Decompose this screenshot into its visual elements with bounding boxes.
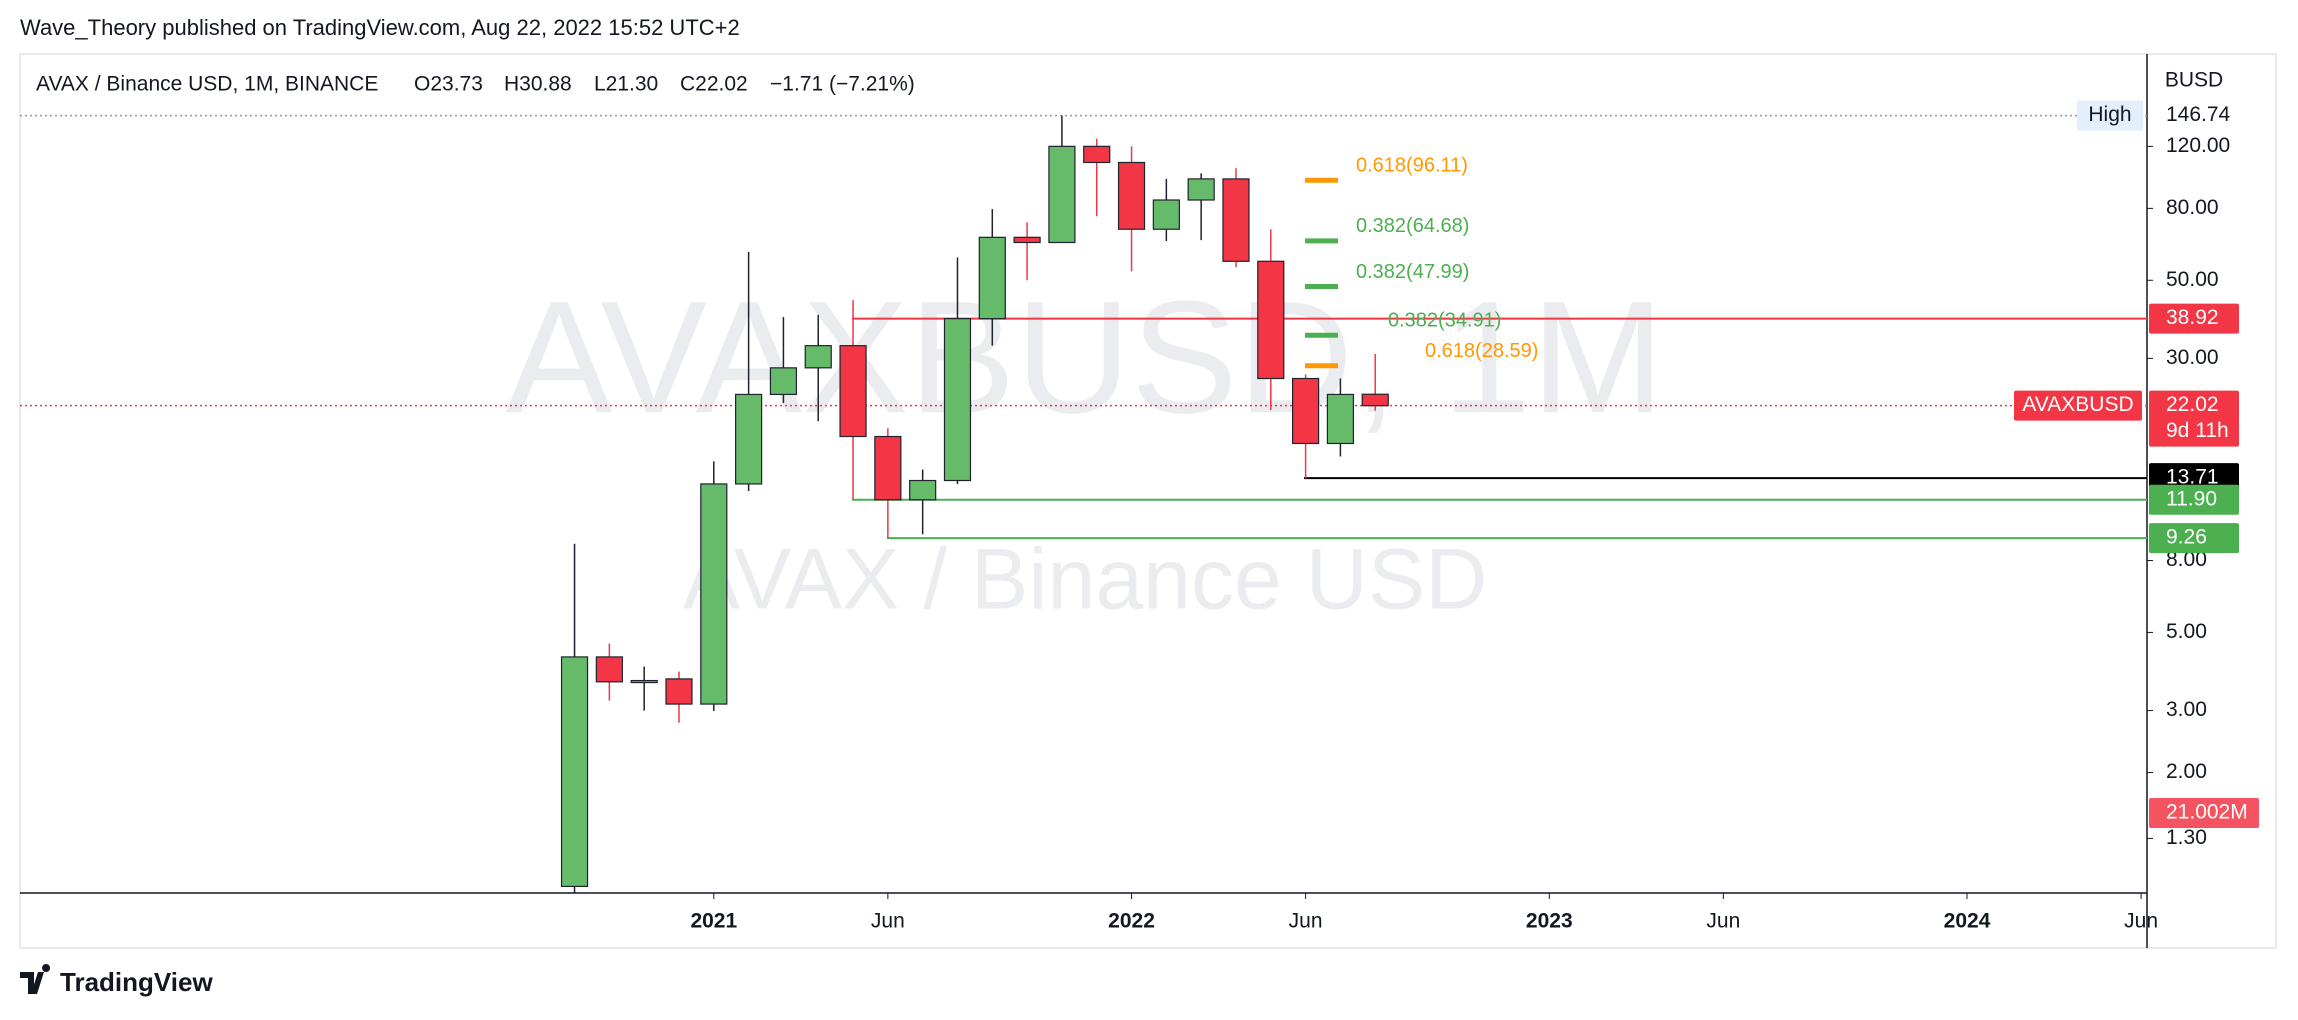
candle-body xyxy=(804,345,832,369)
candle-body xyxy=(769,367,798,396)
fib-label: 0.382(47.99) xyxy=(1356,261,1469,283)
fib-label: 0.618(96.11) xyxy=(1356,155,1468,177)
price-tag xyxy=(2149,484,2239,515)
legend-change: −1.71 (−7.21%) xyxy=(770,73,915,96)
price-tag-label: 13.71 xyxy=(2166,466,2219,489)
y-tick-label: 1.30 xyxy=(2166,826,2207,849)
high-tag-box xyxy=(2077,100,2143,131)
x-tick-label: 2021 xyxy=(690,910,737,933)
x-tick-label: Jun xyxy=(871,910,905,933)
candle-body xyxy=(595,656,623,683)
candle-body xyxy=(1257,260,1285,380)
fib-label: 0.618(28.59) xyxy=(1425,340,1538,362)
price-tag xyxy=(2149,523,2239,554)
volume-tag-label: 21.002M xyxy=(2166,801,2248,824)
countdown: 9d 11h xyxy=(2166,419,2229,442)
price-tag-label: 9.26 xyxy=(2166,526,2207,549)
watermark-symbol: AVAXBUSD, 1M xyxy=(506,267,1665,446)
legend-close: C22.02 xyxy=(680,73,748,96)
x-tick-label: Jun xyxy=(1289,910,1323,933)
y-tick-label: 30.00 xyxy=(2166,346,2219,369)
price-tag-label: 22.02 xyxy=(2166,393,2219,416)
candle-body xyxy=(874,435,902,501)
candle-body xyxy=(560,656,589,888)
candle-body xyxy=(909,479,937,501)
candle-body xyxy=(1152,199,1180,230)
candle-body xyxy=(943,318,972,482)
high-tag: High xyxy=(2088,103,2131,126)
currency-label: BUSD xyxy=(2165,69,2223,92)
x-tick-label: Jun xyxy=(2124,910,2158,933)
candle-body xyxy=(630,679,658,684)
price-tag-label: 38.92 xyxy=(2166,306,2219,329)
y-tick-label: 50.00 xyxy=(2166,268,2219,291)
y-tick-label: 120.00 xyxy=(2166,134,2230,157)
plot-area: 0.618(96.11) 0.382(64.68) 0.382(47.99) 0.38… xyxy=(20,114,2147,893)
price-tag-label: 11.90 xyxy=(2166,487,2217,510)
footer-brand: TradingView xyxy=(60,967,213,997)
candle-body xyxy=(1222,178,1250,262)
candle-body xyxy=(1187,178,1215,201)
candle-body xyxy=(1083,145,1111,164)
candle-body xyxy=(1117,161,1146,230)
candle-body xyxy=(1291,377,1320,445)
y-tick-label: 5.00 xyxy=(2166,620,2207,643)
symbol-tag xyxy=(2014,390,2142,421)
y-tick-label: 80.00 xyxy=(2166,196,2219,219)
symbol-tag-label: AVAXBUSD xyxy=(2022,393,2133,416)
candle-body xyxy=(665,678,693,705)
legend: AVAX / Binance USD, 1M, BINANCE O23.73 H… xyxy=(36,73,915,96)
x-tick-label: 2022 xyxy=(1108,910,1155,933)
chart-frame xyxy=(19,53,2277,949)
candle-body xyxy=(700,483,728,705)
x-tick-label: 2023 xyxy=(1526,910,1573,933)
publisher-line: Wave_Theory published on TradingView.com… xyxy=(20,15,740,40)
price-tag xyxy=(2149,303,2239,334)
x-tick-label: Jun xyxy=(1706,910,1740,933)
y-tick-label: 8.00 xyxy=(2166,548,2207,571)
candle-body xyxy=(839,345,867,438)
price-tag-label: 146.74 xyxy=(2166,103,2231,126)
legend-high: H30.88 xyxy=(504,73,572,96)
x-tick-label: 2024 xyxy=(1944,910,1991,933)
fib-label: 0.382(64.68) xyxy=(1356,215,1469,237)
candle-body xyxy=(1048,145,1076,244)
legend-low: L21.30 xyxy=(594,73,658,96)
y-tick-label: 2.00 xyxy=(2166,760,2207,783)
legend-symbol: AVAX / Binance USD, 1M, BINANCE xyxy=(36,73,378,96)
logo-icon xyxy=(20,964,51,994)
candle-body xyxy=(735,393,763,485)
footer-logo: TradingView xyxy=(20,964,213,997)
candle-body xyxy=(1326,393,1355,445)
price-tag xyxy=(2149,390,2239,447)
watermark-name: AVAX / Binance USD xyxy=(683,532,1488,628)
candle-body xyxy=(1361,393,1389,407)
candle-body xyxy=(1013,236,1041,244)
fib-label: 0.382(34.91) xyxy=(1388,309,1501,331)
candle-body xyxy=(978,236,1006,320)
legend-open: O23.73 xyxy=(414,73,483,96)
y-tick-label: 3.00 xyxy=(2166,698,2207,721)
volume-tag xyxy=(2149,798,2259,828)
